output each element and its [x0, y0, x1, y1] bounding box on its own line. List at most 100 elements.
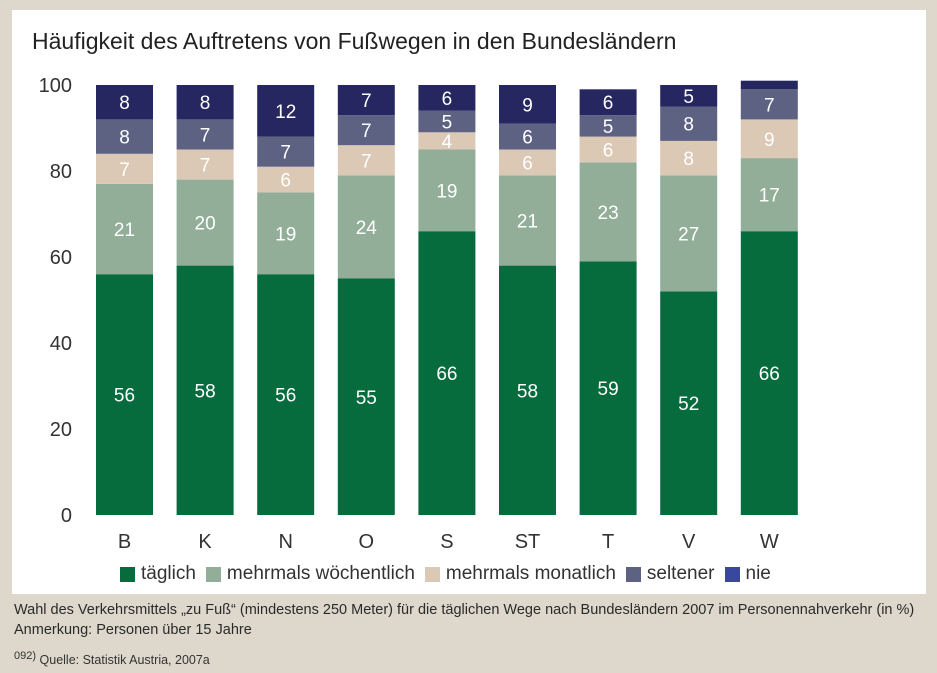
bar-segment — [418, 110, 476, 133]
data-label: 7 — [361, 91, 372, 112]
bar-segment — [418, 149, 476, 232]
x-tick-label: N — [278, 531, 292, 553]
data-label: 5 — [683, 87, 694, 108]
data-label: 7 — [200, 125, 211, 146]
source-text: Quelle: Statistik Austria, 2007a — [39, 653, 210, 668]
legend-swatch — [724, 566, 740, 582]
y-tick-label: 100 — [39, 75, 72, 97]
bar-segment — [257, 85, 315, 137]
data-label: 55 — [356, 388, 377, 409]
chart-legend: täglich mehrmals wöchentlich mehrmals mona… — [120, 563, 781, 585]
data-label: 58 — [195, 381, 216, 402]
bar-segment — [176, 149, 234, 180]
data-label: 8 — [119, 128, 130, 149]
x-tick-label: S — [440, 531, 453, 553]
bar-segment — [337, 145, 395, 176]
data-label: 7 — [119, 160, 130, 181]
chart-panel: Häufigkeit des Auftretens von Fußwegen i… — [12, 10, 926, 594]
bar-segment — [740, 80, 798, 90]
bar-segment — [579, 136, 637, 163]
y-tick-label: 80 — [50, 161, 72, 183]
x-tick-label: T — [602, 531, 614, 553]
data-label: 7 — [361, 151, 372, 172]
bar-segment — [176, 119, 234, 150]
data-label: 9 — [764, 130, 775, 151]
figure-caption: Wahl des Verkehrsmittels „zu Fuß“ (minde… — [14, 602, 915, 638]
legend-label: mehrmals monatlich — [445, 563, 616, 584]
x-tick-label: K — [198, 531, 212, 553]
legend-label: mehrmals wöchentlich — [226, 563, 415, 584]
legend-label: täglich — [141, 563, 196, 584]
bar-segment — [579, 162, 637, 262]
bar-segment — [660, 85, 718, 107]
bar-segment — [579, 261, 637, 515]
data-label: 21 — [517, 211, 538, 232]
bar-segment — [337, 115, 395, 146]
y-tick-label: 20 — [50, 419, 72, 441]
data-label: 52 — [678, 394, 699, 415]
bar-segment — [740, 231, 798, 515]
data-label: 7 — [200, 156, 211, 177]
legend-item: seltener — [625, 563, 715, 585]
y-tick-label: 60 — [50, 247, 72, 269]
source-line: 092) Quelle: Statistik Austria, 2007a — [14, 650, 210, 667]
data-label: 7 — [280, 143, 291, 164]
figure-number: 092) — [14, 650, 37, 662]
data-label: 6 — [522, 153, 533, 174]
data-label: 24 — [356, 218, 378, 239]
data-label: 5 — [603, 117, 614, 138]
x-tick-label: W — [760, 531, 779, 553]
data-label: 7 — [764, 95, 775, 116]
bar-segment — [740, 89, 798, 120]
x-tick-label: O — [359, 531, 375, 553]
bar-segment — [257, 136, 315, 167]
bar-segment — [96, 274, 153, 515]
legend-item: täglich — [120, 563, 196, 585]
bar-segment — [579, 115, 637, 137]
data-label: 19 — [275, 224, 296, 245]
legend-swatch — [625, 566, 641, 582]
data-label: 66 — [759, 364, 780, 385]
bar-segment — [257, 166, 315, 193]
data-label: 5 — [442, 113, 453, 134]
data-label: 8 — [200, 93, 211, 114]
bar-segment — [176, 265, 234, 515]
legend-swatch — [424, 566, 440, 582]
data-label: 56 — [275, 386, 296, 407]
data-label: 8 — [683, 115, 694, 136]
data-label: 27 — [678, 224, 699, 245]
bar-segment — [418, 231, 476, 515]
bar-segment — [96, 85, 153, 120]
data-label: 17 — [759, 186, 780, 207]
bar-segment — [337, 85, 395, 116]
data-label: 6 — [603, 141, 614, 162]
data-label: 58 — [517, 381, 538, 402]
bar-segment — [740, 158, 798, 232]
x-tick-label: B — [118, 531, 131, 553]
legend-swatch — [120, 566, 135, 582]
bar-segment — [176, 179, 234, 266]
bar-segment — [740, 119, 798, 159]
legend-item: nie — [724, 563, 771, 585]
data-label: 8 — [683, 149, 694, 170]
data-label: 6 — [280, 171, 291, 192]
data-label: 19 — [436, 181, 457, 202]
bar-segment — [96, 119, 153, 154]
bar-segment — [499, 85, 556, 124]
bar-segment — [257, 274, 315, 515]
data-label: 21 — [114, 220, 135, 241]
data-label: 9 — [522, 95, 533, 116]
bar-segment — [499, 149, 556, 176]
data-label: 20 — [195, 214, 216, 235]
legend-label: nie — [745, 563, 771, 584]
bar-segment — [660, 106, 718, 141]
bar-segment — [96, 153, 153, 184]
legend-item: mehrmals monatlich — [424, 563, 616, 585]
chart-title: Häufigkeit des Auftretens von Fußwegen i… — [32, 28, 677, 54]
bar-segment — [176, 85, 234, 120]
bar-segment — [660, 175, 718, 292]
legend-swatch — [205, 566, 221, 582]
data-label: 6 — [522, 128, 533, 149]
bar-segment — [579, 89, 637, 116]
data-label: 4 — [442, 132, 453, 153]
